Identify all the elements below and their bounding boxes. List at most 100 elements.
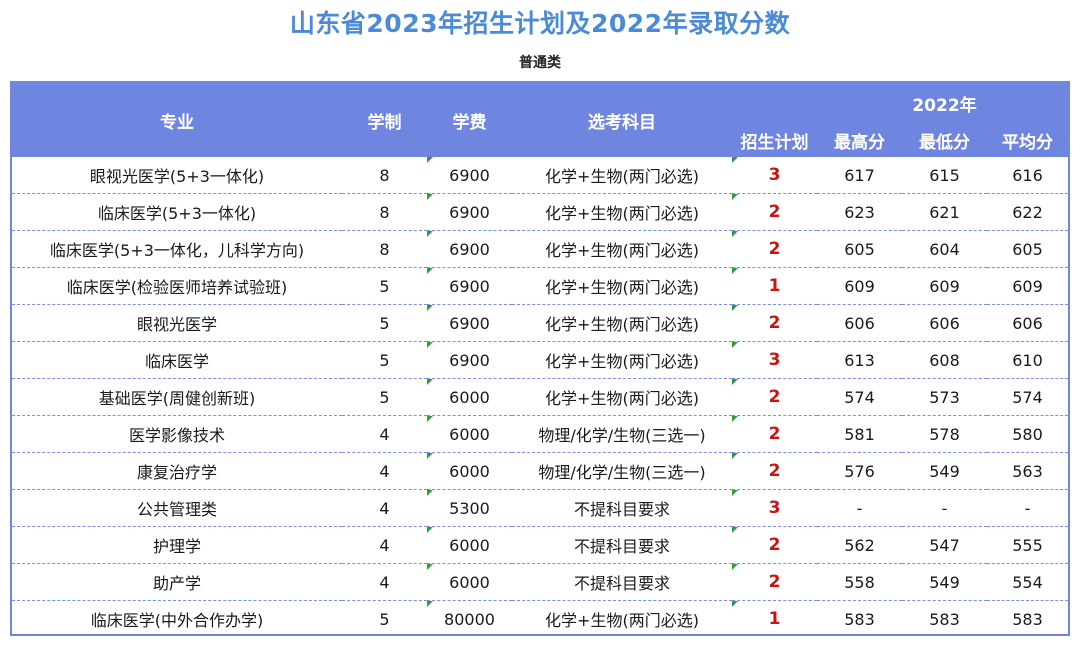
- cell-max-score: 583: [844, 609, 875, 629]
- cell-max-score: 605: [817, 230, 902, 268]
- cell-min-score: 609: [902, 267, 987, 305]
- cell-min-score: 578: [902, 415, 987, 453]
- cell-plan: 2: [732, 230, 817, 268]
- cell-avg-score: 606: [987, 304, 1068, 342]
- cell-plan: 2: [732, 415, 817, 453]
- cell-major: 临床医学: [12, 341, 342, 379]
- cell-major: 临床医学(5+3一体化，儿科学方向): [12, 230, 342, 268]
- cell-min-score: 583: [929, 609, 960, 629]
- cell-major: 眼视光医学(5+3一体化): [12, 157, 342, 194]
- cell-years: 4: [342, 415, 427, 453]
- header-avg: 平均分: [987, 123, 1068, 157]
- cell-years: 4: [342, 452, 427, 490]
- table-row: 医学影像技术 4 6000 物理/化学/生物(三选一) 2 581 578 580: [12, 415, 1068, 453]
- cell-max-score: 613: [817, 341, 902, 379]
- cell-plan: 2: [732, 378, 817, 416]
- table-row: 临床医学(检验医师培养试验班) 5 6900 化学+生物(两门必选) 1 609 609 60…: [12, 267, 1068, 305]
- cell-max-score: 581: [817, 415, 902, 453]
- cell-plan: 1: [732, 600, 817, 638]
- cell-major: 眼视光医学: [12, 304, 342, 342]
- cell-years: 5: [342, 304, 427, 342]
- cell-max-score: 574: [817, 378, 902, 416]
- cell-avg-score: 583: [1012, 609, 1043, 629]
- cell-min-score: 606: [902, 304, 987, 342]
- cell-max-score: 623: [817, 193, 902, 231]
- cell-subjects: 化学+生物(两门必选): [512, 304, 732, 342]
- cell-max-score: -: [817, 489, 902, 527]
- cell-fee: 6900: [427, 193, 512, 231]
- cell-subjects: 化学+生物(两门必选): [512, 193, 732, 231]
- cell-subjects: 不提科目要求: [512, 489, 732, 527]
- cell-years: 5: [379, 609, 390, 629]
- cell-major: 临床医学(中外合作办学): [90, 611, 264, 630]
- table-row: 基础医学(周健创新班) 5 6000 化学+生物(两门必选) 2 574 573 574: [12, 378, 1068, 416]
- header-year-group: 2022年: [902, 83, 987, 123]
- cell-years: 4: [342, 526, 427, 564]
- cell-subjects: 化学+生物(两门必选): [512, 230, 732, 268]
- table-body: 眼视光医学(5+3一体化) 8 6900 化学+生物(两门必选) 3 617 615 616 临…: [12, 157, 1068, 637]
- cell-plan: 2: [732, 193, 817, 231]
- cell-min-score: 549: [902, 563, 987, 601]
- cell-min-score: 549: [902, 452, 987, 490]
- table-row: 公共管理类 4 5300 不提科目要求 3- - -: [12, 489, 1068, 527]
- admission-table: 专业 学制 学费 选考科目 2022年 招生计划 最高分 最低分 平均分 眼视光…: [10, 81, 1070, 636]
- category-subtitle: 普通类: [519, 55, 561, 71]
- cell-min-score: 621: [902, 193, 987, 231]
- cell-fee: 6900: [427, 230, 512, 268]
- cell-subjects: 化学+生物(两门必选): [512, 267, 732, 305]
- cell-avg-score: 554: [987, 563, 1068, 601]
- cell-subjects: 化学+生物(两门必选): [512, 341, 732, 379]
- cell-avg-score: 610: [987, 341, 1068, 379]
- cell-major: 助产学: [12, 563, 342, 601]
- cell-avg-score: 563: [987, 452, 1068, 490]
- cell-major: 公共管理类: [12, 489, 342, 527]
- cell-fee: 80000: [427, 600, 512, 638]
- cell-years: 8: [342, 193, 427, 231]
- cell-fee: 6900: [427, 341, 512, 379]
- cell-fee: 6900: [427, 157, 512, 194]
- cell-fee: 6000: [427, 563, 512, 601]
- cell-subjects: 化学+生物(两门必选): [512, 378, 732, 416]
- table-row: 助产学 4 6000 不提科目要求 2 558 549 554: [12, 563, 1068, 601]
- cell-fee: 6900: [427, 267, 512, 305]
- cell-subjects: 不提科目要求: [512, 526, 732, 564]
- cell-min-score: 608: [902, 341, 987, 379]
- cell-subjects: 不提科目要求: [512, 563, 732, 601]
- cell-years: 8: [342, 157, 427, 194]
- cell-max-score: 558: [817, 563, 902, 601]
- table-row: 临床医学(5+3一体化，儿科学方向) 8 6900 化学+生物(两门必选) 2 605 60…: [12, 230, 1068, 268]
- cell-years: 5: [342, 378, 427, 416]
- cell-max-score: 562: [817, 526, 902, 564]
- header-plan: 招生计划: [732, 123, 817, 157]
- cell-min-score: 604: [902, 230, 987, 268]
- cell-years: 4: [342, 489, 427, 527]
- cell-plan: 2: [732, 304, 817, 342]
- table-row: 护理学 4 6000 不提科目要求 2 562 547 555: [12, 526, 1068, 564]
- cell-subjects: 物理/化学/生物(三选一): [512, 452, 732, 490]
- header-major: 专业: [12, 83, 342, 157]
- cell-min-score: 573: [902, 378, 987, 416]
- cell-avg-score: -: [987, 489, 1068, 527]
- cell-fee: 5300: [427, 489, 512, 527]
- header-min: 最低分: [902, 123, 987, 157]
- cell-max-score: 576: [817, 452, 902, 490]
- table-header: 专业 学制 学费 选考科目 2022年 招生计划 最高分 最低分 平均分: [12, 83, 1068, 157]
- cell-years: 5: [342, 267, 427, 305]
- cell-years: 5: [342, 341, 427, 379]
- cell-subjects: 化学+生物(两门必选): [512, 157, 732, 194]
- cell-avg-score: 555: [987, 526, 1068, 564]
- cell-plan: 1: [732, 267, 817, 305]
- cell-plan: 3: [732, 341, 817, 379]
- cell-fee: 6000: [427, 378, 512, 416]
- cell-fee: 6900: [427, 304, 512, 342]
- cell-subjects: 化学+生物(两门必选): [545, 611, 699, 630]
- cell-plan: 3: [732, 489, 817, 527]
- cell-fee: 6000: [427, 526, 512, 564]
- cell-avg-score: 609: [987, 267, 1068, 305]
- page-title: 山东省2023年招生计划及2022年录取分数: [289, 9, 791, 38]
- cell-max-score: 606: [817, 304, 902, 342]
- cell-plan: 2: [732, 452, 817, 490]
- header-fee: 学费: [427, 83, 512, 157]
- cell-max-score: 617: [817, 157, 902, 194]
- cell-avg-score: 605: [987, 230, 1068, 268]
